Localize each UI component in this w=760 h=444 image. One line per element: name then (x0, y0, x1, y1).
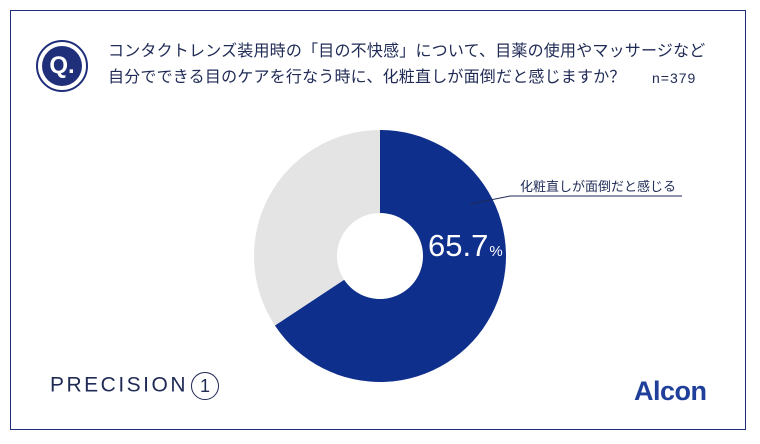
precision1-logo: PRECISION 1 (50, 372, 220, 400)
question-line-1: コンタクトレンズ装用時の「目の不快感」について、目薬の使用やマッサージなど (108, 41, 706, 60)
question-line-2: 自分でできる目のケアを行なう時に、化粧直しが面倒だと感じますか？ (108, 67, 626, 86)
alcon-logo: Alcon (634, 376, 707, 406)
callout-label: 化粧直しが面倒だと感じる (520, 180, 677, 195)
donut-data-unit: % (489, 243, 503, 260)
donut-data-value: 65.7 (428, 228, 489, 263)
precision1-logo-text: PRECISION (50, 373, 189, 397)
question-badge-label: Q. (42, 46, 82, 86)
donut-slice-1 (254, 130, 380, 326)
precision1-logo-number: 1 (191, 372, 220, 400)
question-text: コンタクトレンズ装用時の「目の不快感」について、目薬の使用やマッサージなど 自分… (108, 38, 705, 90)
sample-size: n=379 (652, 70, 697, 86)
question-badge: Q. (36, 40, 88, 92)
callout-leader-line (469, 195, 682, 205)
donut-data-label: 65.7% (428, 228, 503, 264)
donut-slice-0 (274, 130, 506, 382)
